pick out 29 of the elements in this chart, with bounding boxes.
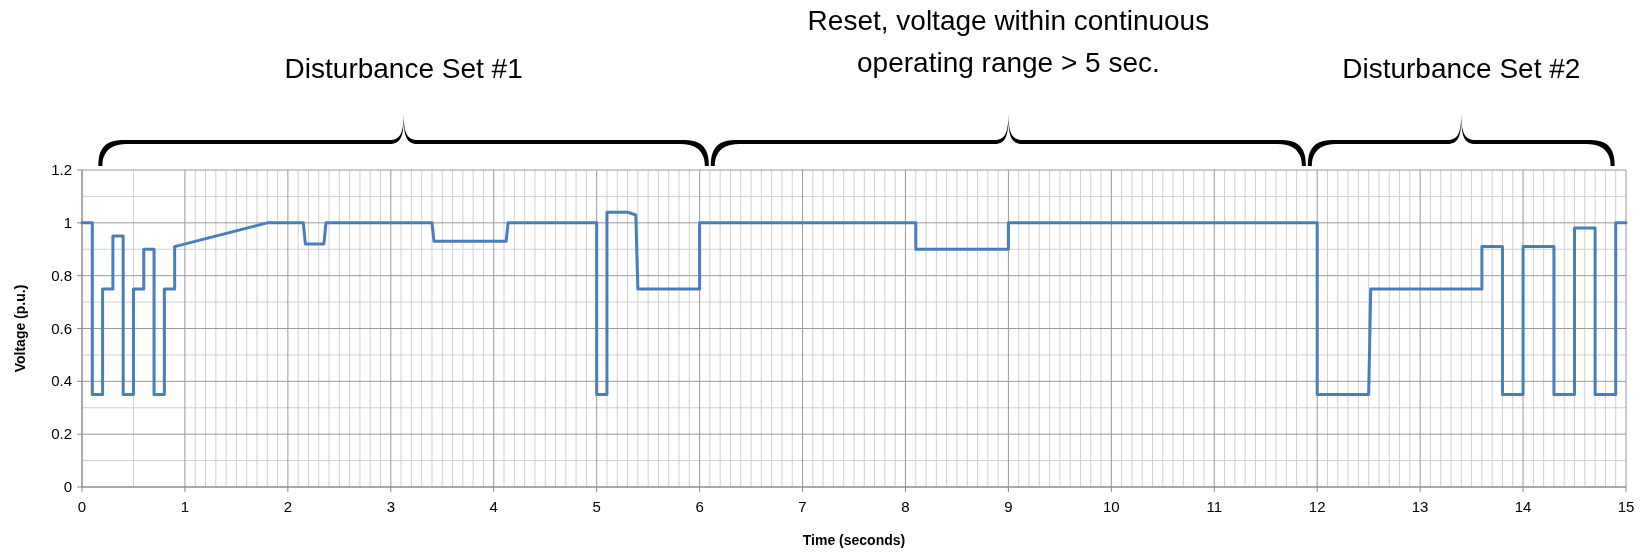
x-tick-label: 3 <box>386 498 395 515</box>
y-tick-label: 0.2 <box>51 425 72 443</box>
y-axis-title: Voltage (p.u.) <box>12 284 28 373</box>
x-tick-label: 10 <box>1102 498 1120 515</box>
x-tick-label: 13 <box>1411 498 1429 515</box>
text: Disturbance Set #1 <box>284 53 523 84</box>
y-tick-label: 0.8 <box>51 266 72 284</box>
x-tick-label: 4 <box>489 498 498 515</box>
x-tick-label: 8 <box>901 498 910 515</box>
y-tick-label: 0.4 <box>51 372 72 390</box>
x-axis-title: Time (seconds) <box>802 532 906 548</box>
x-tick-label: 14 <box>1514 498 1532 515</box>
x-tick-label: 15 <box>1617 498 1635 515</box>
x-tick-label: 0 <box>77 498 87 515</box>
x-tick-label: 5 <box>592 498 601 515</box>
x-tick-label: 11 <box>1206 498 1223 515</box>
line-series <box>80 210 1628 397</box>
y-tick-label: 0 <box>63 478 72 495</box>
y-tick-label: 0.6 <box>51 319 72 337</box>
x-tick-label: 9 <box>1004 498 1013 515</box>
x-tick-label: 1 <box>180 498 190 515</box>
text: Disturbance Set #2 <box>1342 53 1581 84</box>
x-tick-label: 12 <box>1308 498 1326 515</box>
y-tick-label: 1.2 <box>51 161 72 178</box>
x-tick-label: 6 <box>695 498 704 515</box>
x-tick-label: 2 <box>283 498 293 515</box>
x-tick-label: 7 <box>798 498 807 515</box>
y-tick-label: 1 <box>63 213 72 231</box>
text: Reset, voltage within continuous operating range > 5 sec. <box>807 5 1210 78</box>
